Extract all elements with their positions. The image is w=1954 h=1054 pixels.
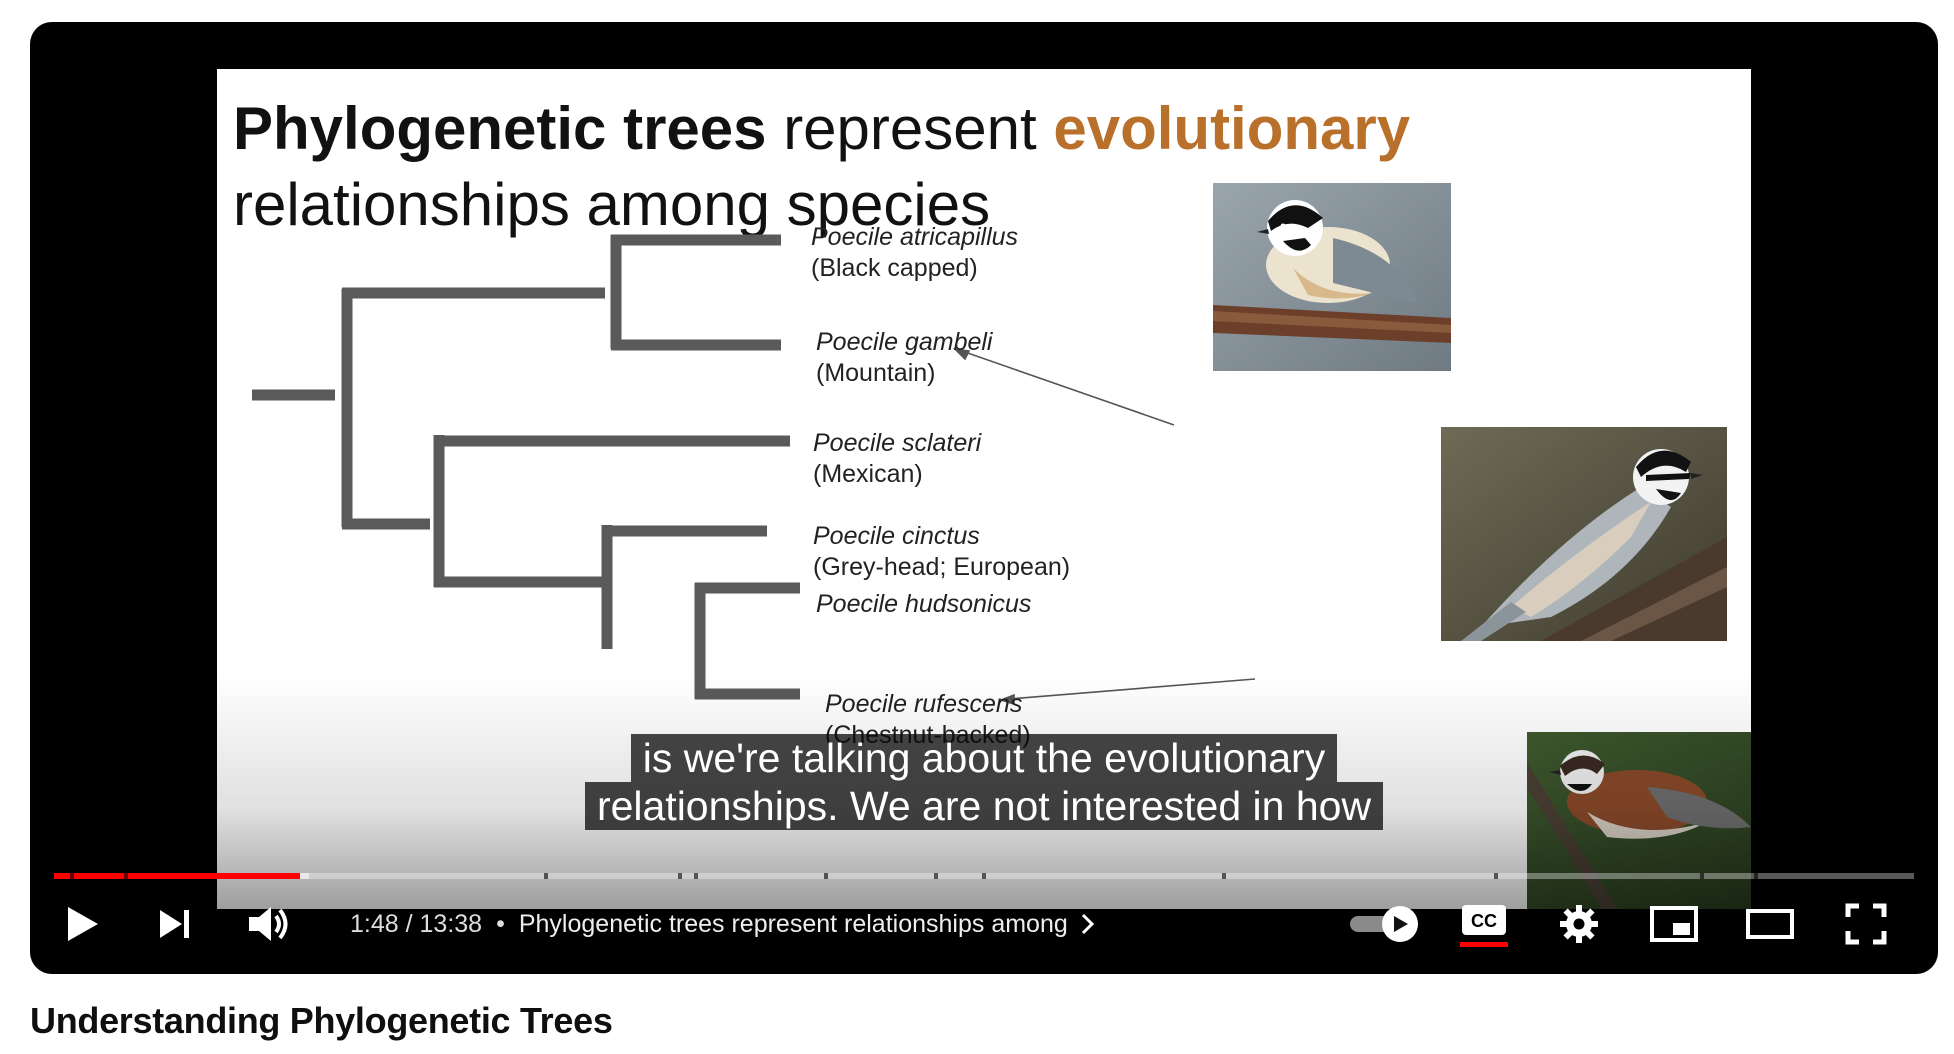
chapter-divider [824, 873, 828, 879]
chapter-divider [694, 873, 698, 879]
chapter-divider [1222, 873, 1226, 879]
bird-photo-black-capped [1213, 183, 1451, 371]
chapter-divider [544, 873, 548, 879]
fullscreen-button[interactable] [1838, 892, 1894, 956]
chapter-title: Phylogenetic trees represent relationshi… [518, 909, 1068, 938]
chapter-divider [1700, 873, 1704, 879]
arrow-rufescens [1008, 678, 1256, 700]
species-latin: Poecile rufescens [825, 690, 1023, 718]
miniplayer-icon [1650, 906, 1698, 942]
time-display: 1:48 / 13:38 • Phylogenetic trees repres… [350, 892, 1098, 956]
species-latin: Poecile cinctus [813, 522, 980, 550]
arrow-gambeli-head [952, 347, 971, 361]
time-separator: / [398, 909, 420, 938]
progress-played [54, 873, 300, 879]
fullscreen-icon [1845, 903, 1887, 945]
slide-title-line2: relationships among species [233, 171, 991, 238]
skip-next-icon [160, 910, 189, 938]
theater-icon [1746, 909, 1794, 939]
chapter-divider [934, 873, 938, 879]
species-common: (Mexican) [813, 460, 923, 488]
play-icon [68, 907, 98, 941]
chapter-divider [678, 873, 682, 879]
species-label-hudsonicus: Poecile hudsonicus [816, 589, 1031, 620]
species-latin: Poecile atricapillus [811, 223, 1019, 251]
autoplay-toggle[interactable] [1348, 892, 1424, 956]
theater-mode-button[interactable] [1740, 892, 1800, 956]
species-common: (Mountain) [816, 359, 936, 387]
miniplayer-button[interactable] [1644, 892, 1704, 956]
captions-button[interactable]: CC [1454, 892, 1514, 956]
species-label-gambeli: Poecile gambeli (Mountain) [816, 327, 993, 389]
species-label-atricapillus: Poecile atricapillus (Black capped) [811, 222, 1018, 284]
next-button[interactable] [150, 892, 200, 956]
chapter-divider [982, 873, 986, 879]
current-time: 1:48 [350, 909, 399, 938]
cc-icon: CC [1460, 905, 1508, 947]
chevron-right-icon[interactable] [1078, 912, 1098, 936]
species-label-sclateri: Poecile sclateri (Mexican) [813, 428, 981, 490]
chapter-divider [70, 873, 74, 879]
gear-icon [1560, 905, 1598, 943]
captions-overlay: is we're talking about the evolutionary … [30, 734, 1938, 830]
arrow-gambeli [961, 350, 1175, 426]
species-common: (Black capped) [811, 254, 978, 282]
slide-title-accent: evolutionary [1053, 95, 1411, 162]
bird-photo-mountain [1441, 427, 1727, 641]
species-latin: Poecile sclateri [813, 429, 982, 457]
video-title: Understanding Phylogenetic Trees [30, 1000, 613, 1041]
settings-button[interactable] [1552, 892, 1606, 956]
species-latin: Poecile gambeli [816, 328, 993, 356]
caption-line-2: relationships. We are not interested in … [584, 782, 1384, 830]
species-common: (Grey-head; European) [813, 553, 1071, 581]
play-button[interactable] [58, 892, 108, 956]
phylogenetic-tree [252, 234, 1256, 706]
species-latin: Poecile hudsonicus [816, 590, 1032, 618]
player-controls: 1:48 / 13:38 • Phylogenetic trees repres… [30, 892, 1938, 956]
slide-title-mid: represent [766, 95, 1054, 162]
slide-title-bold: Phylogenetic trees [233, 95, 767, 162]
mute-button[interactable] [242, 892, 296, 956]
svg-text:CC: CC [1471, 911, 1497, 931]
chapter-divider [1754, 873, 1758, 879]
chapter-divider [124, 873, 128, 879]
autoplay-icon [1350, 906, 1418, 942]
chapter-divider [1494, 873, 1498, 879]
chapter-title-button[interactable]: Phylogenetic trees represent relationshi… [519, 910, 1068, 939]
volume-icon [249, 907, 288, 941]
video-player[interactable]: Phylogenetic trees represent evolutionar… [30, 22, 1938, 974]
duration: 13:38 [419, 909, 483, 938]
chapter-dot: • [496, 909, 505, 938]
slide-title: Phylogenetic trees represent evolutionar… [233, 91, 1410, 243]
species-label-cinctus: Poecile cinctus (Grey-head; European) [813, 521, 1070, 583]
caption-line-1: is we're talking about the evolutionary [630, 734, 1338, 782]
progress-bar[interactable] [54, 873, 1914, 879]
